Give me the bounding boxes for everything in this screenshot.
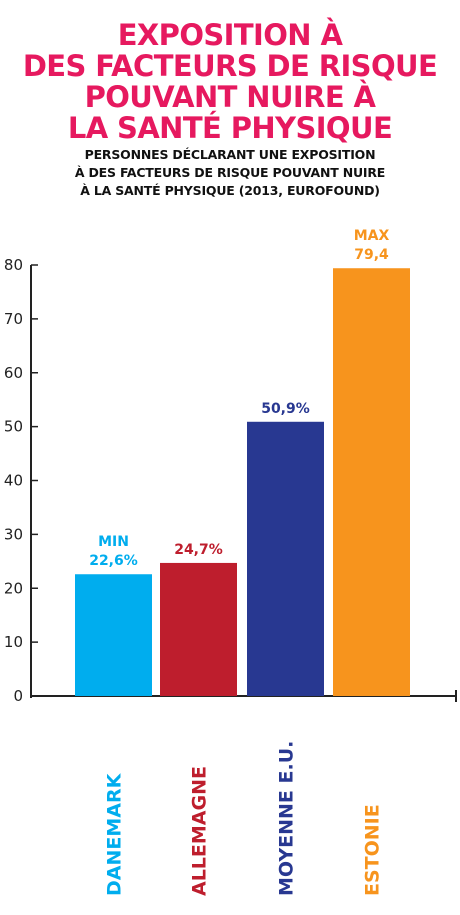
y-tick-label: 50 bbox=[4, 418, 23, 436]
bar-danemark bbox=[75, 574, 152, 696]
bar-value-label: MAX bbox=[354, 228, 390, 244]
bar-allemagne bbox=[160, 562, 237, 696]
category-label: ESTONIE bbox=[362, 804, 384, 896]
title-line-2: DES FACTEURS DE RISQUE bbox=[22, 49, 438, 83]
chart-value-labels: MIN 22,6% 24,7% 50,9% MAX 79,4 bbox=[89, 228, 389, 569]
bar-value-label: MIN bbox=[98, 534, 129, 550]
y-tick-label: 80 bbox=[4, 256, 23, 274]
y-tick-label: 60 bbox=[4, 364, 23, 382]
title-line-1: EXPOSITION À bbox=[117, 18, 343, 52]
bar-value-label: 22,6% bbox=[89, 553, 138, 569]
bar-moyenne-e-u- bbox=[247, 421, 324, 696]
title-line-3: POUVANT NUIRE À bbox=[84, 80, 376, 114]
subtitle-line-1: PERSONNES DÉCLARANT UNE EXPOSITION bbox=[84, 147, 376, 162]
subtitle-line-3: À LA SANTÉ PHYSIQUE (2013, EUROFOUND) bbox=[80, 183, 380, 198]
category-label: MOYENNE E.U. bbox=[276, 741, 298, 896]
subtitle-line-2: À DES FACTEURS DE RISQUE POUVANT NUIRE bbox=[74, 165, 386, 180]
chart-category-labels: DANEMARK ALLEMAGNE MOYENNE E.U. ESTONIE bbox=[104, 741, 384, 896]
bar-value-label: 24,7% bbox=[174, 542, 223, 558]
y-tick-label: 40 bbox=[4, 472, 23, 490]
category-label: ALLEMAGNE bbox=[189, 766, 211, 896]
chart-title: EXPOSITION À DES FACTEURS DE RISQUE POUV… bbox=[0, 20, 460, 144]
bar-estonie bbox=[333, 268, 410, 696]
y-tick-label: 20 bbox=[4, 579, 23, 597]
chart-bars bbox=[75, 268, 410, 696]
chart-subtitle: PERSONNES DÉCLARANT UNE EXPOSITION À DES… bbox=[0, 146, 460, 200]
bar-value-label: 79,4 bbox=[354, 247, 389, 263]
y-tick-label: 10 bbox=[4, 633, 23, 651]
bar-value-label: 50,9% bbox=[261, 401, 310, 417]
category-label: DANEMARK bbox=[104, 772, 126, 896]
title-line-4: LA SANTÉ PHYSIQUE bbox=[67, 111, 393, 145]
y-tick-label: 30 bbox=[4, 525, 23, 543]
y-tick-label: 70 bbox=[4, 310, 23, 328]
y-tick-label: 0 bbox=[13, 687, 23, 705]
